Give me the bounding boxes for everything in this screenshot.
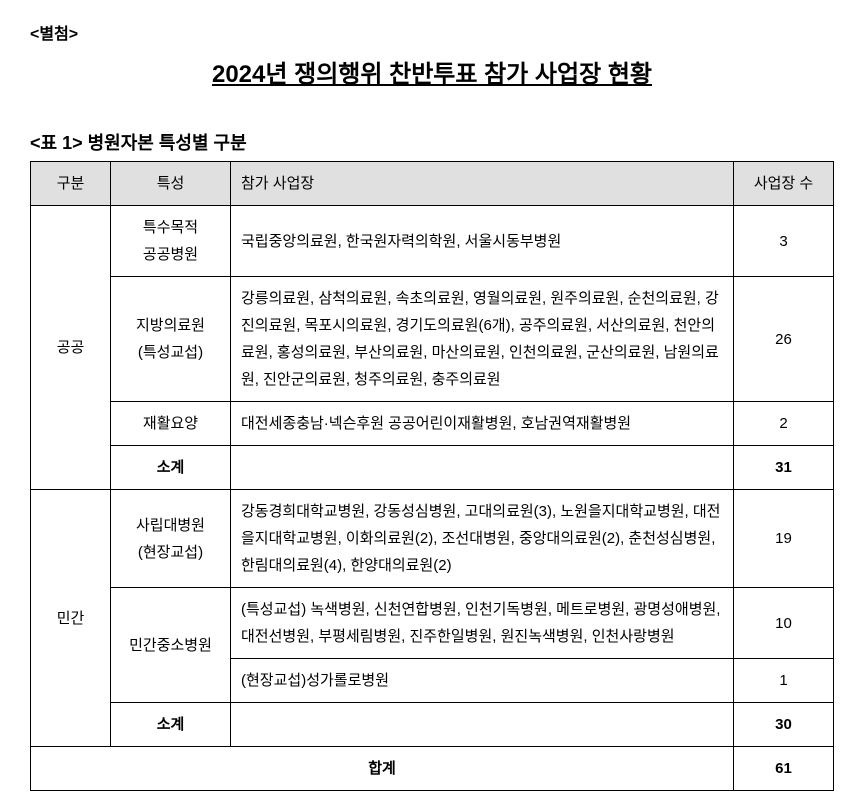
cell-count: 1 — [734, 659, 834, 703]
cell-type: 재활요양 — [111, 402, 231, 446]
subtotal-count: 30 — [734, 703, 834, 747]
header-type: 특성 — [111, 162, 231, 206]
header-list: 참가 사업장 — [231, 162, 734, 206]
cell-list: 대전세종충남·넥슨후원 공공어린이재활병원, 호남권역재활병원 — [231, 402, 734, 446]
cell-count: 3 — [734, 206, 834, 277]
cell-type: 민간중소병원 — [111, 588, 231, 703]
cell-list: (특성교섭) 녹색병원, 신천연합병원, 인천기독병원, 메트로병원, 광명성애… — [231, 588, 734, 659]
cell-count: 19 — [734, 490, 834, 588]
cell-list: 국립중앙의료원, 한국원자력의학원, 서울시동부병원 — [231, 206, 734, 277]
header-category: 구분 — [31, 162, 111, 206]
cell-type: 지방의료원 (특성교섭) — [111, 277, 231, 402]
cell-list: 강릉의료원, 삼척의료원, 속초의료원, 영월의료원, 원주의료원, 순천의료원… — [231, 277, 734, 402]
cell-type: 특수목적 공공병원 — [111, 206, 231, 277]
table-caption: <표 1> 병원자본 특성별 구분 — [30, 129, 834, 155]
header-count: 사업장 수 — [734, 162, 834, 206]
page-title: 2024년 쟁의행위 찬반투표 참가 사업장 현황 — [30, 54, 834, 89]
table-row: 공공 특수목적 공공병원 국립중앙의료원, 한국원자력의학원, 서울시동부병원 … — [31, 206, 834, 277]
cell-type: 사립대병원 (현장교섭) — [111, 490, 231, 588]
cell-count: 2 — [734, 402, 834, 446]
table-row: 지방의료원 (특성교섭) 강릉의료원, 삼척의료원, 속초의료원, 영월의료원,… — [31, 277, 834, 402]
table-row: 재활요양 대전세종충남·넥슨후원 공공어린이재활병원, 호남권역재활병원 2 — [31, 402, 834, 446]
subtotal-count: 31 — [734, 446, 834, 490]
total-count: 61 — [734, 747, 834, 791]
cell-list: (현장교섭)성가롤로병원 — [231, 659, 734, 703]
table-row: 민간 사립대병원 (현장교섭) 강동경희대학교병원, 강동성심병원, 고대의료원… — [31, 490, 834, 588]
subtotal-empty — [231, 446, 734, 490]
subtotal-row: 소계 31 — [31, 446, 834, 490]
cell-category-public: 공공 — [31, 206, 111, 490]
cell-count: 10 — [734, 588, 834, 659]
cell-count: 26 — [734, 277, 834, 402]
main-table: 구분 특성 참가 사업장 사업장 수 공공 특수목적 공공병원 국립중앙의료원,… — [30, 161, 834, 791]
cell-category-private: 민간 — [31, 490, 111, 747]
total-label: 합계 — [31, 747, 734, 791]
subtotal-empty — [231, 703, 734, 747]
subtotal-row: 소계 30 — [31, 703, 834, 747]
attachment-label: <별첨> — [30, 20, 834, 44]
subtotal-label: 소계 — [111, 703, 231, 747]
total-row: 합계 61 — [31, 747, 834, 791]
table-row: 민간중소병원 (특성교섭) 녹색병원, 신천연합병원, 인천기독병원, 메트로병… — [31, 588, 834, 659]
cell-list: 강동경희대학교병원, 강동성심병원, 고대의료원(3), 노원을지대학교병원, … — [231, 490, 734, 588]
subtotal-label: 소계 — [111, 446, 231, 490]
